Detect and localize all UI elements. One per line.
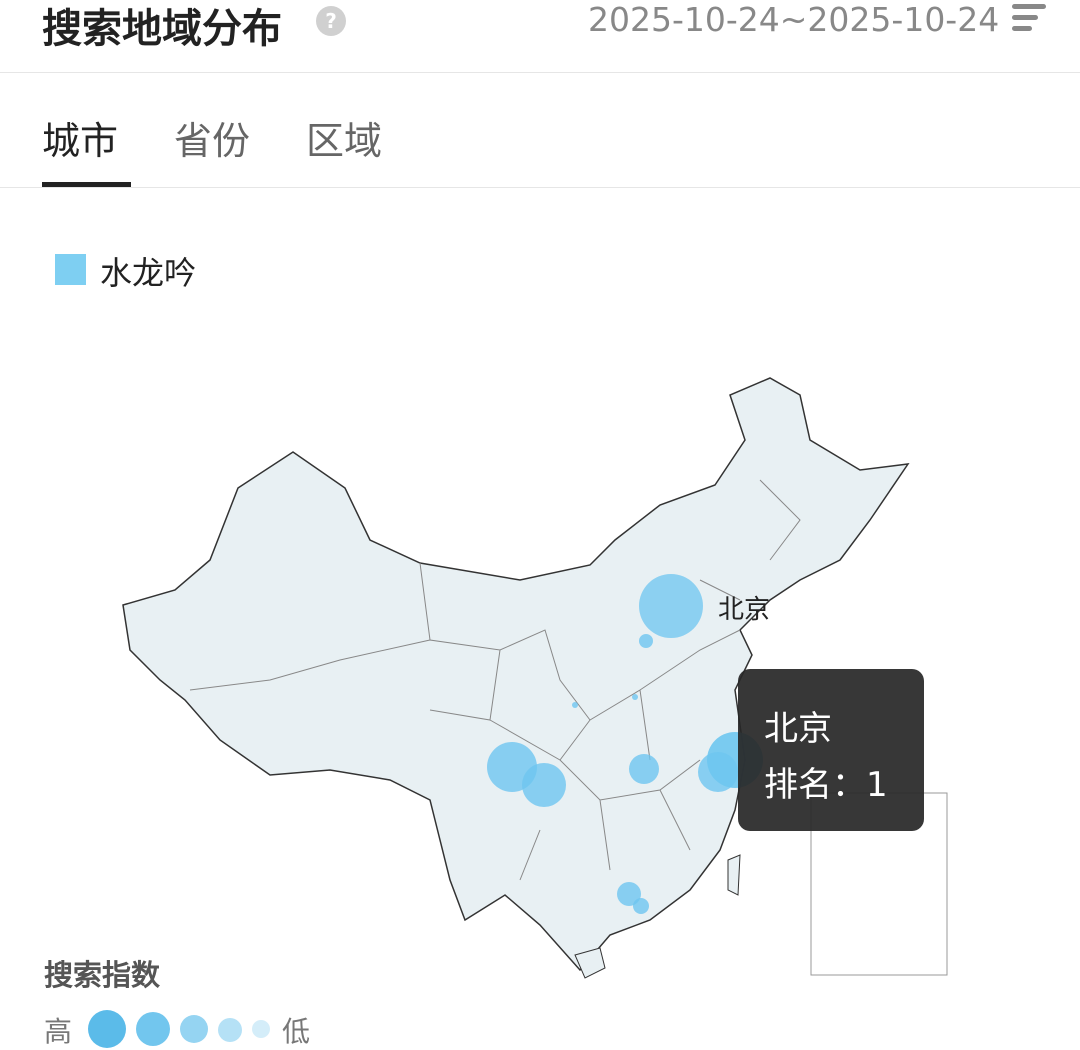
scale-title: 搜索指数 bbox=[44, 958, 161, 992]
city-bubble[interactable] bbox=[639, 574, 703, 638]
city-bubble[interactable] bbox=[639, 634, 653, 648]
hainan-island bbox=[574, 947, 606, 979]
divider bbox=[0, 72, 1080, 73]
scale-dot bbox=[252, 1020, 270, 1038]
active-tab-indicator bbox=[42, 182, 131, 187]
scale-dot bbox=[218, 1018, 242, 1042]
scale-dot bbox=[88, 1010, 126, 1048]
tab-city[interactable]: 城市 bbox=[42, 119, 119, 163]
city-bubble[interactable] bbox=[522, 763, 566, 807]
sort-lines-icon[interactable] bbox=[1012, 4, 1046, 37]
scale-high-label: 高 bbox=[44, 1015, 73, 1048]
date-range[interactable]: 2025-10-24~2025-10-24 bbox=[588, 0, 1000, 39]
tooltip-rank: 排名：1 bbox=[764, 765, 888, 805]
scale-dot bbox=[136, 1012, 170, 1046]
city-bubble[interactable] bbox=[629, 754, 659, 784]
scale-dot bbox=[180, 1015, 208, 1043]
city-bubble[interactable] bbox=[632, 694, 638, 700]
tab-region[interactable]: 区域 bbox=[306, 119, 383, 163]
tooltip-city: 北京 bbox=[764, 709, 832, 749]
page-title: 搜索地域分布 bbox=[42, 6, 282, 52]
legend-label[interactable]: 水龙吟 bbox=[100, 254, 197, 292]
taiwan-island bbox=[727, 854, 741, 896]
city-bubble[interactable] bbox=[572, 702, 578, 708]
scale-low-label: 低 bbox=[282, 1015, 311, 1048]
divider bbox=[0, 187, 1080, 188]
legend-swatch[interactable] bbox=[55, 254, 86, 285]
city-label-beijing: 北京 bbox=[718, 595, 770, 625]
china-outline bbox=[122, 377, 910, 972]
city-bubble[interactable] bbox=[617, 882, 641, 906]
china-map: 北京 bbox=[122, 377, 948, 979]
map-tooltip: 北京 排名：1 bbox=[738, 669, 924, 831]
city-bubble[interactable] bbox=[698, 752, 738, 792]
help-icon[interactable]: ? bbox=[316, 6, 346, 36]
city-bubble[interactable] bbox=[633, 898, 649, 914]
tab-province[interactable]: 省份 bbox=[174, 119, 251, 163]
